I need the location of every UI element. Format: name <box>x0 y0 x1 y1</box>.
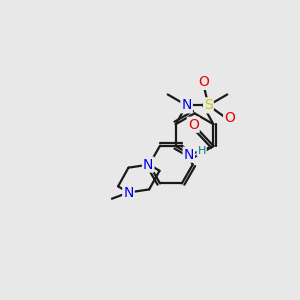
Text: H: H <box>197 146 206 156</box>
Text: N: N <box>123 185 134 200</box>
Text: N: N <box>182 98 192 112</box>
Text: N: N <box>143 158 153 172</box>
Text: O: O <box>188 118 199 132</box>
Text: O: O <box>199 75 209 89</box>
Text: S: S <box>204 98 213 112</box>
Text: O: O <box>224 111 235 125</box>
Text: N: N <box>184 148 194 162</box>
